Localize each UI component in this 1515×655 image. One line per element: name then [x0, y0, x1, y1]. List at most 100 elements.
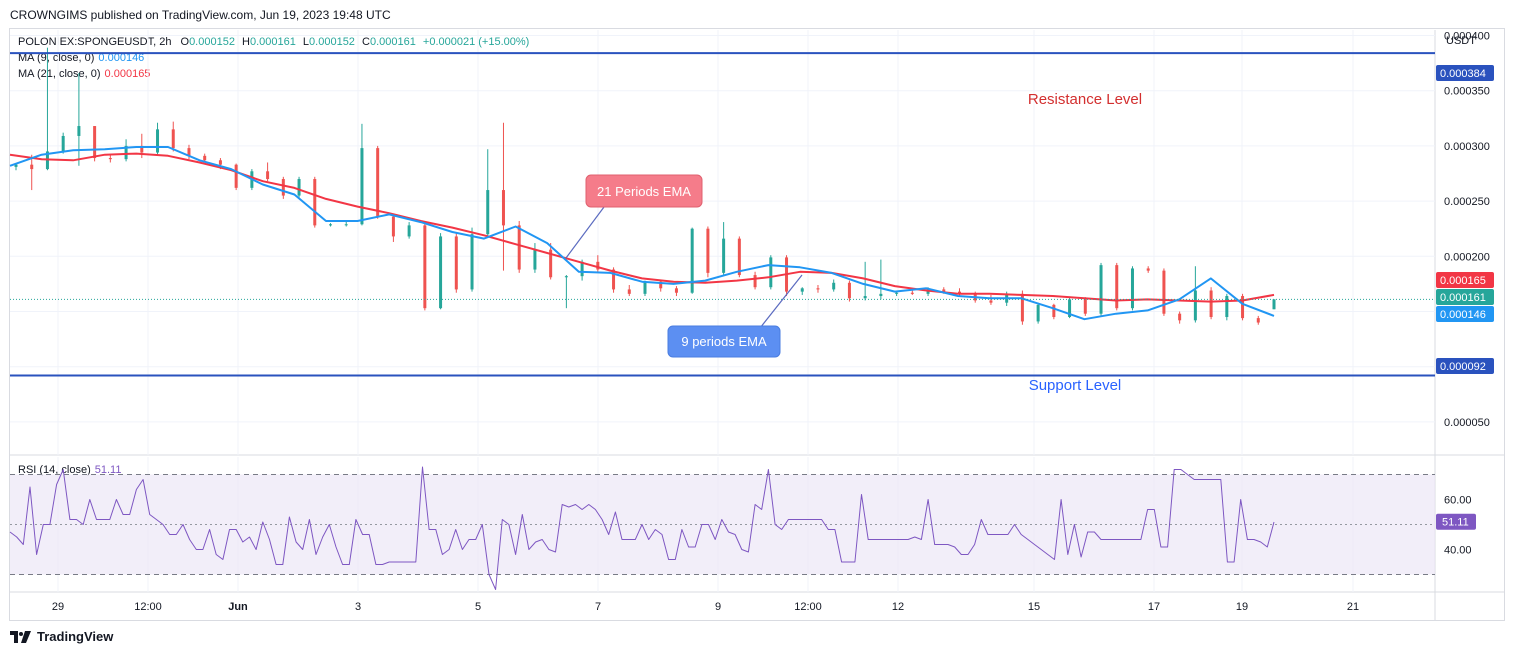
candle-body: [659, 281, 663, 289]
candle-body: [1272, 299, 1276, 310]
candle: [1036, 302, 1040, 324]
rsi-last-label: 51.11: [1436, 513, 1476, 530]
candle-body: [439, 236, 443, 309]
ma9-legend[interactable]: MA (9, close, 0) 0.000146: [18, 52, 144, 64]
time-tick-label: 19: [1236, 601, 1248, 613]
candle: [1272, 299, 1276, 310]
candle-body: [895, 292, 899, 294]
symbol-line: POLONIEX:SPONGEUSDT, 2h: [18, 36, 172, 48]
candle: [61, 132, 65, 154]
candle: [832, 279, 836, 292]
candle-body: [266, 171, 270, 180]
candle-body: [360, 148, 364, 225]
candle: [501, 122, 505, 271]
candle-body: [1130, 268, 1134, 309]
ma21-price-label-text: 0.000165: [1440, 275, 1486, 287]
ohlc-close-label: C: [362, 36, 370, 48]
candle: [93, 126, 97, 162]
ma9-value: 0.000146: [98, 52, 145, 64]
candle-body: [77, 126, 81, 136]
candle: [1052, 303, 1056, 320]
candle: [77, 73, 81, 166]
last-price-label: 0.000161: [1436, 289, 1494, 305]
candle-body: [958, 291, 961, 294]
price-tick-label: 0.000200: [1444, 251, 1490, 263]
ma9-label: MA (9, close, 0): [18, 52, 95, 64]
candle: [564, 275, 568, 309]
support-price-label: 0.000092: [1436, 358, 1494, 374]
candle: [407, 222, 411, 239]
candle: [30, 154, 34, 191]
candle: [45, 47, 49, 171]
candle-body: [1225, 296, 1229, 318]
ema9-callout-box: [667, 325, 781, 358]
rsi-legend[interactable]: RSI (14, close) 51.11: [18, 464, 121, 476]
rsi-band-fill: [10, 474, 1435, 575]
candle: [360, 123, 364, 226]
ma9-price-label-text: 0.000146: [1440, 309, 1486, 321]
candle-body: [1241, 296, 1245, 319]
candle: [108, 154, 112, 163]
candle-body: [1209, 290, 1213, 318]
candle-body: [93, 126, 97, 159]
candle-body: [1099, 265, 1103, 314]
candle-body: [706, 228, 710, 273]
support-annotation: Support Level: [1029, 377, 1122, 394]
candle-body: [564, 276, 568, 278]
candle: [863, 261, 867, 301]
candle-body: [30, 164, 34, 170]
candle-body: [234, 164, 238, 188]
tradingview-logo[interactable]: TradingView: [10, 629, 113, 644]
ohlc-open-label: O: [180, 36, 190, 48]
candle: [1256, 315, 1260, 325]
candle: [910, 290, 914, 295]
footer-brand: TradingView: [37, 629, 114, 644]
candle: [627, 285, 631, 297]
last-price-label-bg: [1436, 289, 1494, 305]
candle: [706, 226, 710, 278]
candle: [470, 227, 474, 292]
candle-body: [942, 289, 946, 292]
symbol-legend[interactable]: POLONIEX:SPONGEUSDT, 2h O0.000152 H0.000…: [18, 36, 529, 48]
candle-body: [549, 249, 553, 278]
candle: [879, 259, 883, 300]
candle-body: [344, 224, 348, 226]
rsi-tick-label: 60.00: [1444, 495, 1472, 507]
ema21-callout-pointer: [565, 206, 605, 259]
ohlc-high-label: H: [242, 36, 250, 48]
candle: [533, 243, 537, 273]
time-tick-label: 17: [1148, 601, 1160, 613]
candle: [1115, 262, 1119, 311]
candle-body: [674, 288, 678, 293]
candle-body: [816, 288, 820, 290]
candle: [517, 220, 521, 273]
ma21-legend[interactable]: MA (21, close, 0) 0.000165: [18, 68, 150, 80]
candle: [313, 176, 317, 228]
candle-body: [612, 269, 616, 290]
resistance-annotation: Resistance Level: [1028, 91, 1142, 108]
candle-body: [203, 155, 207, 161]
candle: [690, 227, 694, 294]
candle-body: [643, 281, 647, 294]
candle: [1178, 311, 1182, 324]
candle-body: [690, 228, 694, 293]
price-tick-label: 0.000350: [1444, 86, 1490, 98]
candle: [989, 294, 993, 305]
candle-body: [423, 225, 427, 309]
candle-body: [470, 234, 474, 290]
candle-body: [171, 129, 175, 149]
time-tick-label: 3: [355, 601, 361, 613]
ohlc-close: 0.000161: [369, 36, 416, 48]
candle-body: [989, 300, 993, 303]
candle-body: [1083, 299, 1087, 314]
ma21-price-label: 0.000165: [1436, 272, 1494, 288]
candle-body: [313, 179, 317, 226]
candle: [297, 176, 301, 198]
candle: [376, 145, 380, 219]
candle-body: [1256, 318, 1260, 323]
price-axis-unit: USDT: [1446, 35, 1476, 47]
candle: [1130, 266, 1134, 311]
candle: [454, 232, 458, 293]
candle: [1225, 293, 1229, 321]
